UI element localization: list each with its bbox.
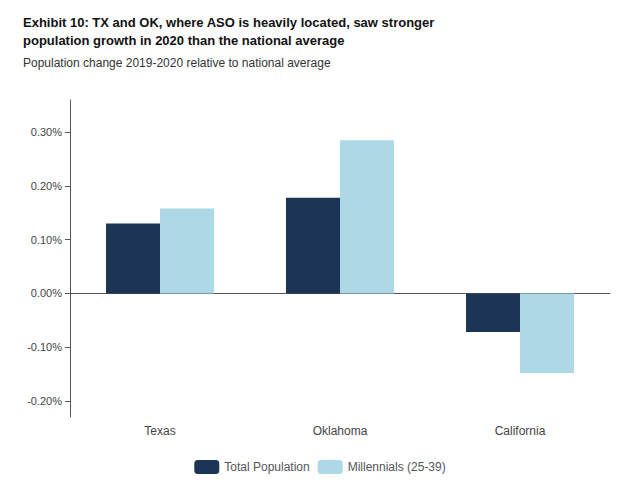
svg-text:0.20%: 0.20% xyxy=(31,180,62,192)
svg-text:-0.20%: -0.20% xyxy=(27,395,62,407)
svg-text:Millennials (25-39): Millennials (25-39) xyxy=(348,460,446,474)
svg-text:Population change 2019-2020 re: Population change 2019-2020 relative to … xyxy=(23,56,331,70)
svg-text:California: California xyxy=(495,424,546,438)
svg-text:Exhibit 10: TX and OK, where A: Exhibit 10: TX and OK, where ASO is heav… xyxy=(23,15,434,30)
svg-text:0.10%: 0.10% xyxy=(31,234,62,246)
svg-text:0.00%: 0.00% xyxy=(31,287,62,299)
svg-text:Oklahoma: Oklahoma xyxy=(313,424,368,438)
svg-text:Total Population: Total Population xyxy=(224,460,309,474)
svg-text:0.30%: 0.30% xyxy=(31,126,62,138)
svg-text:population growth in 2020 than: population growth in 2020 than the natio… xyxy=(23,33,344,48)
svg-text:-0.10%: -0.10% xyxy=(27,341,62,353)
svg-text:Texas: Texas xyxy=(144,424,175,438)
